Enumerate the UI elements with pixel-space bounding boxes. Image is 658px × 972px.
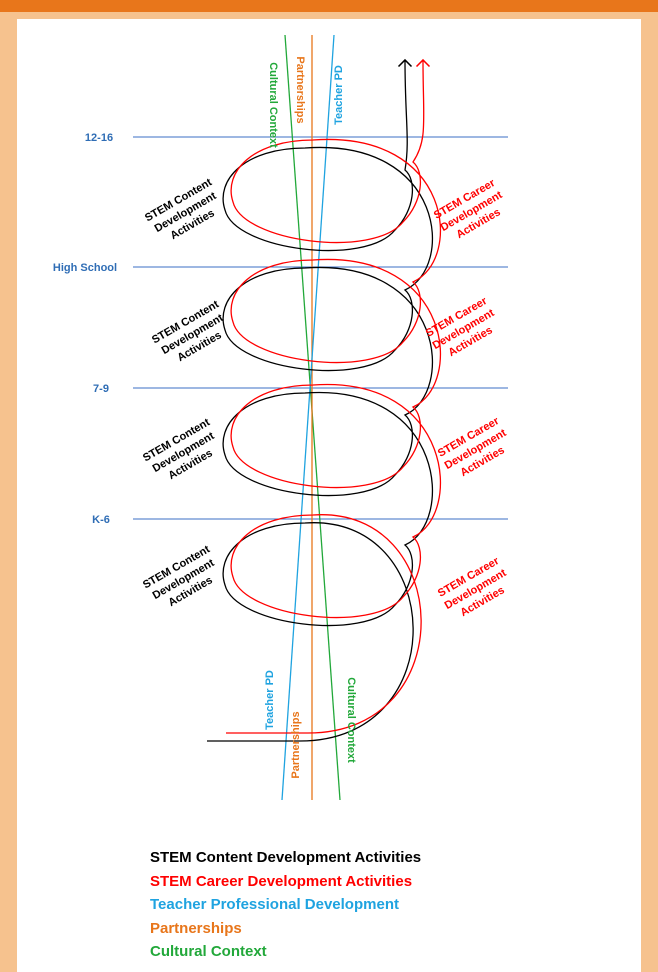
- level-label: 7-9: [93, 383, 109, 395]
- cultural-context-label-top: Cultural Context: [267, 62, 279, 148]
- legend-item-partnerships: Partnerships: [150, 919, 242, 937]
- level-label: K-6: [92, 514, 110, 526]
- cultural-context-label-bottom: Cultural Context: [345, 677, 357, 763]
- teacher-pd-label-bottom: Teacher PD: [264, 670, 276, 730]
- legend-item-content: STEM Content Development Activities: [150, 849, 422, 866]
- partnerships-label-bottom: Partnerships: [290, 711, 302, 778]
- level-label: 12-16: [85, 132, 113, 144]
- legend-item-teacher-pd: Teacher Professional Development: [150, 896, 399, 913]
- teacher-pd-line: [281, 34, 335, 801]
- legend-item-cultural: Cultural Context: [150, 943, 267, 960]
- teacher-pd-label-top: Teacher PD: [333, 65, 345, 125]
- content-spiral: [207, 58, 433, 742]
- partnerships-label-top: Partnerships: [294, 56, 306, 123]
- frame-top-bar: [0, 0, 658, 12]
- career-spiral: [226, 58, 441, 734]
- legend: STEM Content Development Activities STEM…: [150, 846, 421, 964]
- level-label: High School: [53, 262, 117, 274]
- legend-item-career: STEM Career Development Activities: [150, 872, 413, 890]
